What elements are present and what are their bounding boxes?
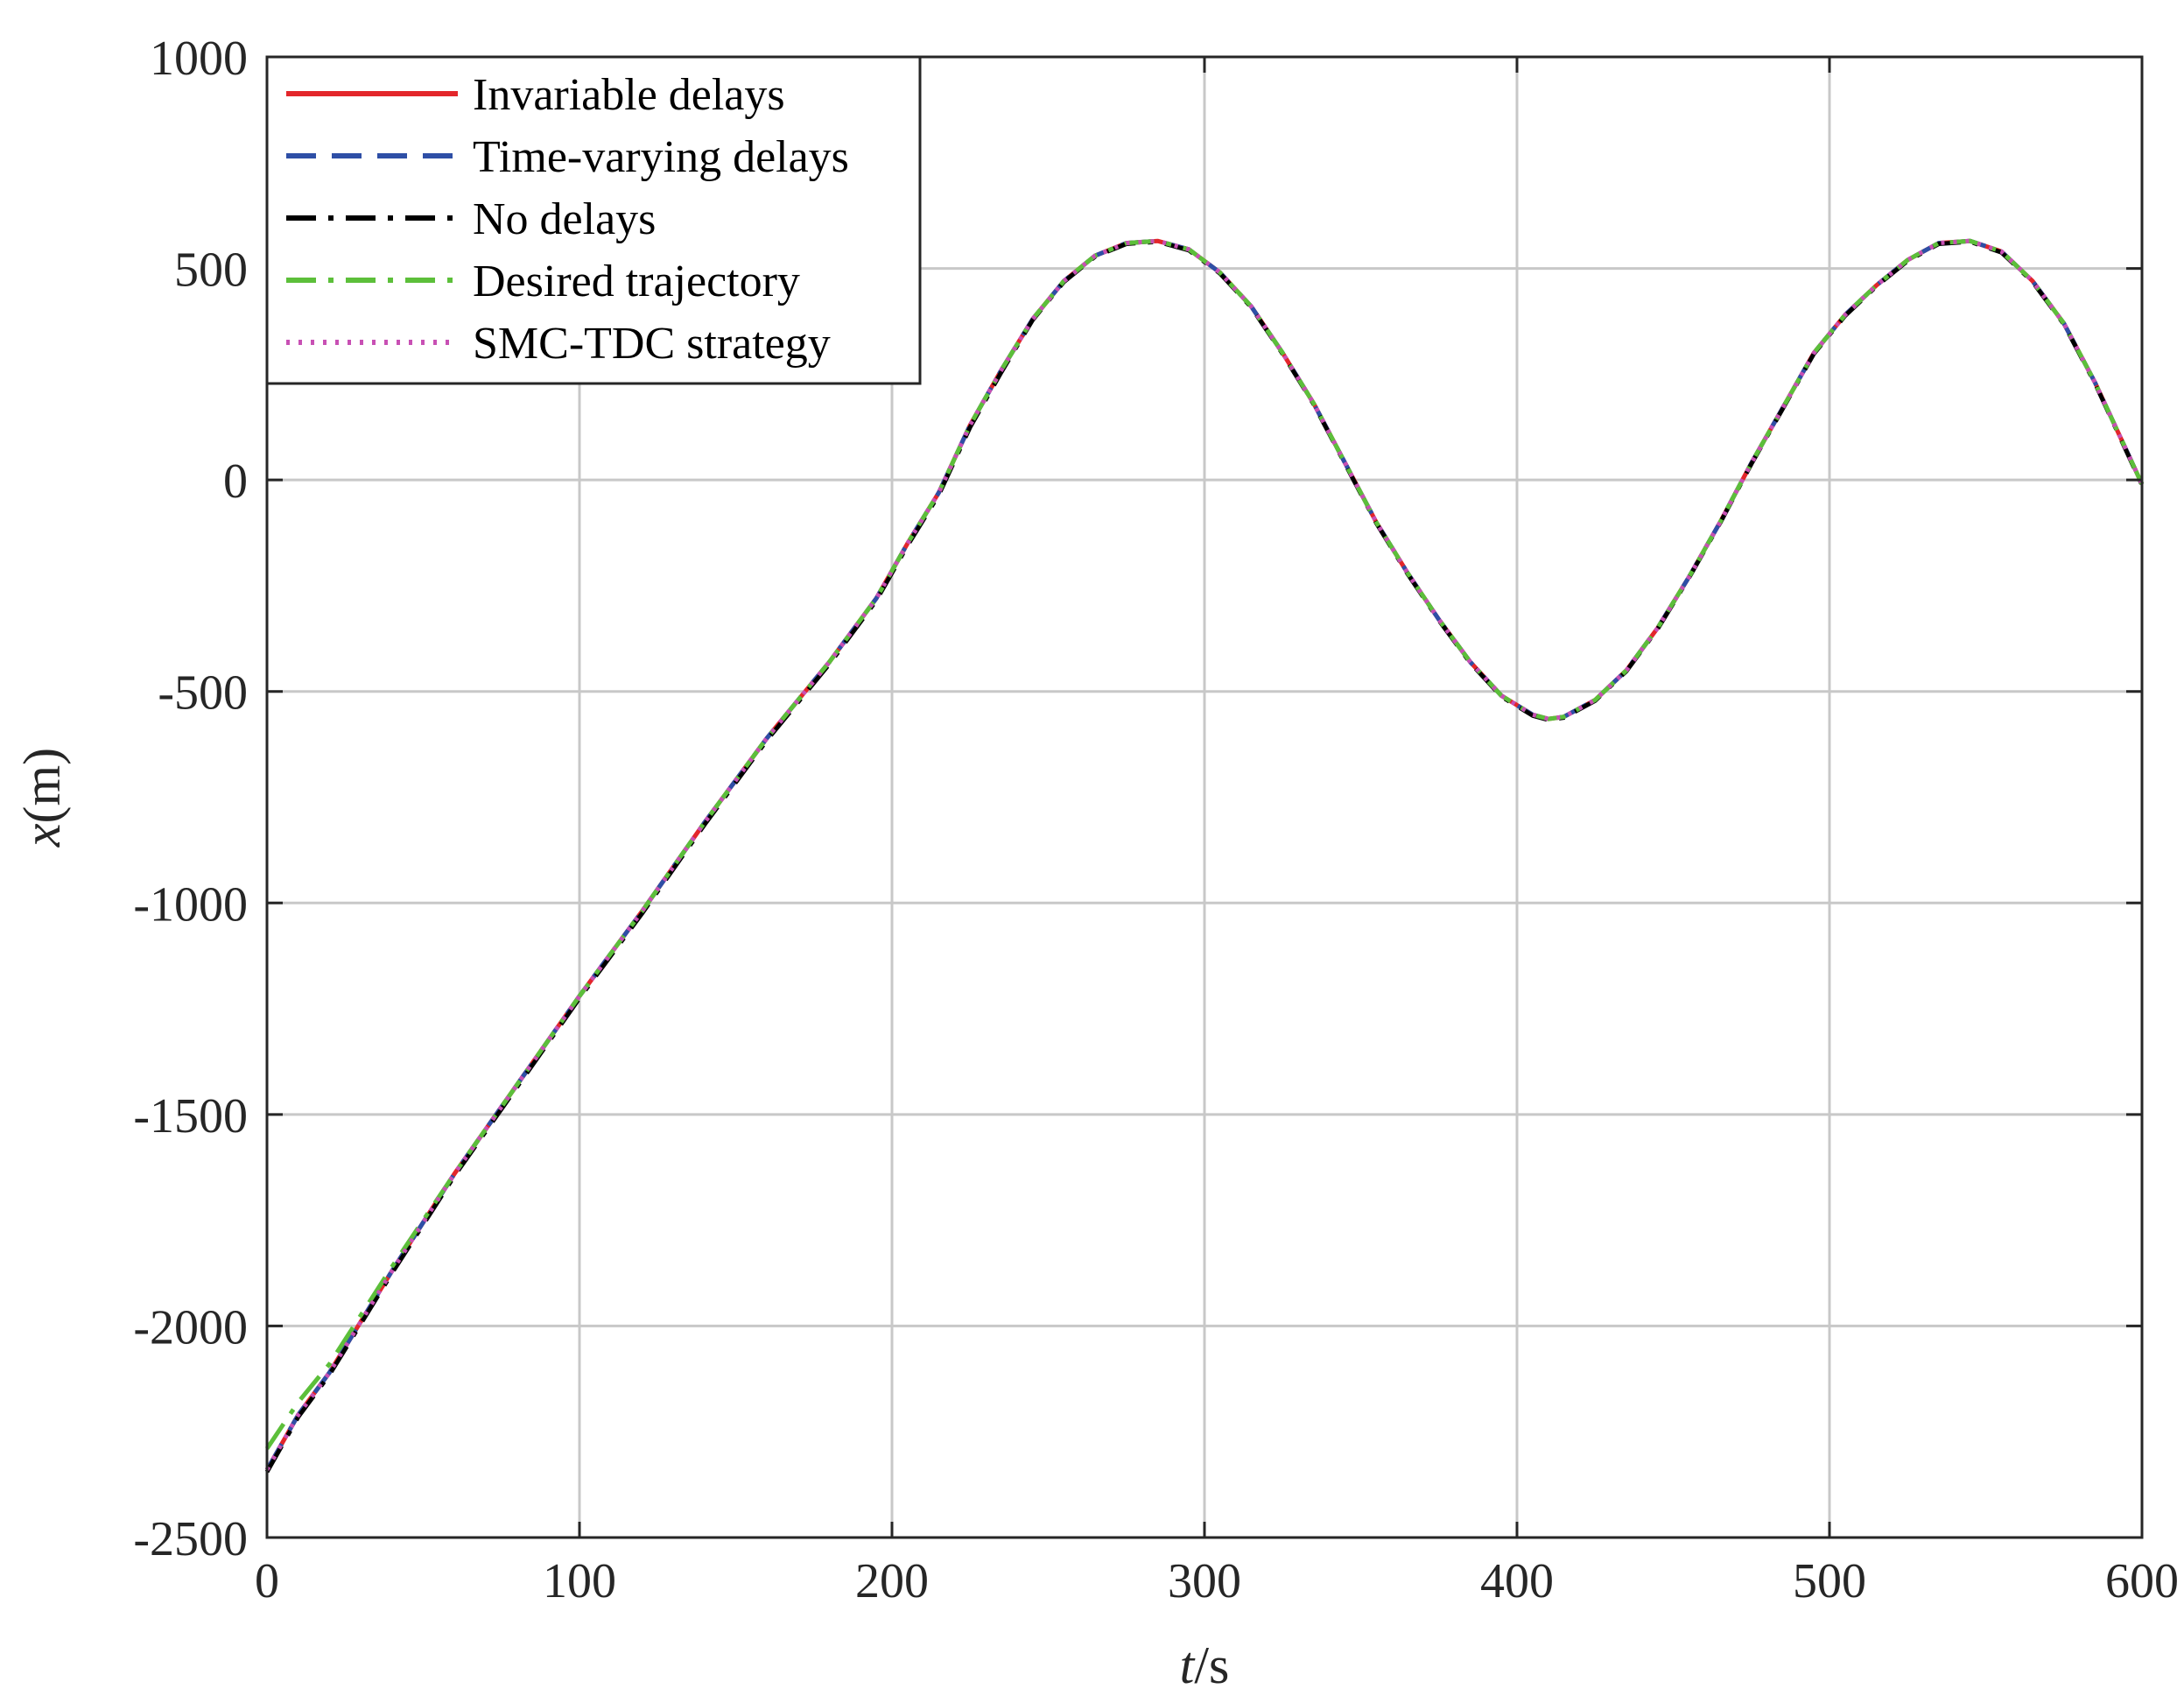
legend-label-2: Time-varying delays	[473, 132, 849, 182]
y-tick-label: -1500	[133, 1089, 248, 1144]
x-axis-label-symbol: t	[1180, 1636, 1196, 1694]
y-tick-label: -500	[158, 666, 248, 721]
legend-label-1: Invariable delays	[473, 70, 785, 120]
series-layer	[264, 238, 2145, 1474]
x-tick-label: 300	[1168, 1554, 1241, 1608]
legend-box	[265, 55, 922, 385]
x-tick-label: 100	[543, 1554, 616, 1608]
y-tick-labels: -2500 -2000 -1500 -1000 -500 0 500 1000	[133, 32, 248, 1566]
x-tick-label: 200	[855, 1554, 929, 1608]
x-axis-label-unit: /s	[1194, 1636, 1229, 1694]
y-tick-label: -1000	[133, 877, 248, 932]
x-axis-label: t/s	[1180, 1636, 1230, 1694]
x-tick-label: 500	[1793, 1554, 1866, 1608]
series-line-4	[264, 238, 2145, 1450]
y-axis-label: x(m)	[13, 748, 71, 848]
y-tick-label: 0	[223, 454, 248, 509]
y-tick-label: 1000	[150, 32, 248, 86]
legend-label-3: No delays	[473, 194, 656, 244]
x-tick-label: 400	[1480, 1554, 1554, 1608]
y-tick-label: 500	[174, 243, 248, 298]
legend-label-5: SMC-TDC strategy	[473, 319, 831, 369]
legend-items: Invariable delays Time-varying delays No d…	[286, 70, 849, 369]
legend: Invariable delays Time-varying delays No d…	[265, 55, 922, 385]
series-line-5	[264, 238, 2145, 1471]
y-axis-label-unit: (m)	[13, 748, 71, 824]
legend-label-4: Desired trajectory	[473, 257, 800, 306]
y-axis-label-symbol: x	[13, 823, 71, 848]
y-tick-label: -2500	[133, 1512, 248, 1566]
x-tick-label: 600	[2105, 1554, 2179, 1608]
x-tick-label: 0	[255, 1554, 279, 1608]
x-tick-labels: 0 100 200 300 400 500 600	[255, 1554, 2179, 1608]
y-tick-label: -2000	[133, 1300, 248, 1355]
